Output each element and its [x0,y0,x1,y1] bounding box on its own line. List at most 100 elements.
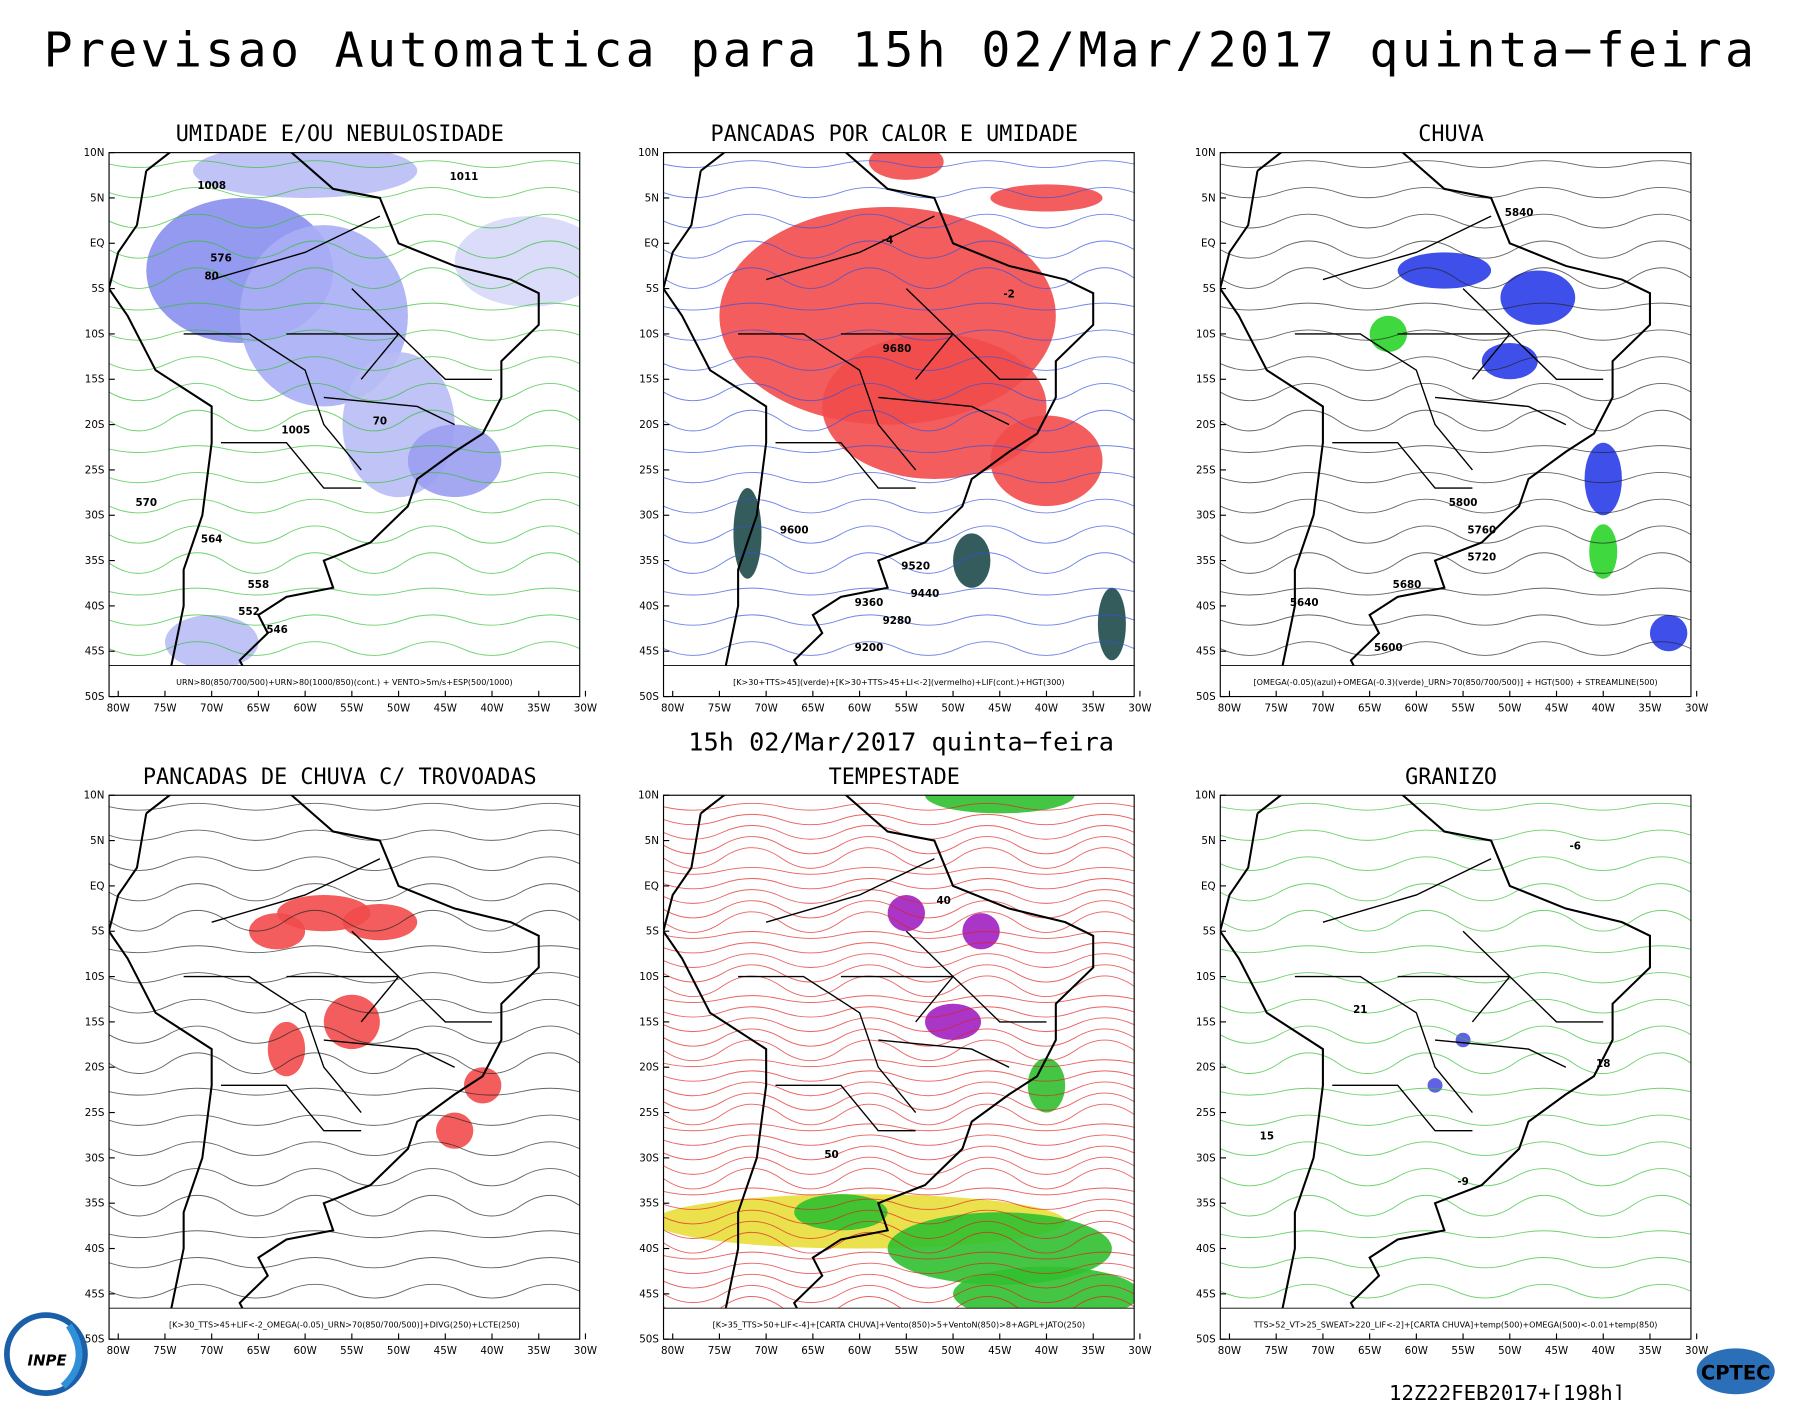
contour-line [1220,1168,1691,1187]
contour-line [109,498,580,514]
contour-label: -2 [1003,289,1014,301]
lon-tick-label: 70W [754,1345,777,1357]
lat-tick-label: 30S [85,510,105,522]
contour-line [1220,383,1691,402]
lon-tick-label: 70W [1311,702,1334,714]
lat-tick-label: 20S [1196,419,1216,431]
shaded-area [193,152,418,198]
map-panel: 18 15 21 -6 -9 TTS>52_VT>25_SWEAT>220_LIF<-2]… [1195,765,1709,1357]
lon-tick-label: 75W [1265,702,1288,714]
border [183,333,362,471]
contour-label: 5680 [1393,579,1422,591]
lon-tick-label: 50W [941,702,964,714]
lon-tick-label: 40W [1592,1345,1615,1357]
map-area: 1008 1011 576 80 70 1005 570 564 558 552 546 [109,152,580,666]
lat-tick-label: 10N [638,147,659,159]
contour-line [1220,267,1691,289]
contour-line [663,1167,1135,1190]
contour-label: 5800 [1449,497,1478,509]
lat-tick-label: 5S [1203,283,1216,295]
shaded-area [342,904,418,941]
contour-line [1220,1052,1691,1074]
contour-line [663,802,1135,811]
lat-tick-label: 15S [85,1016,105,1028]
contour-line [663,213,1135,229]
lat-tick-label: 10N [638,790,659,802]
lat-tick-label: 15S [639,374,659,386]
lon-tick-label: 55W [1451,702,1474,714]
lat-tick-label: 45S [85,646,105,658]
contour-line [663,1123,1135,1132]
contour-line [109,383,580,402]
contour-line [109,356,580,371]
contour-label: 40 [937,895,951,907]
border [221,1084,362,1132]
lat-tick-label: 35S [1196,555,1216,567]
lon-tick-label: 45W [1545,702,1568,714]
lat-tick-label: 20S [85,419,105,431]
map-panel: 40 50 [K>35_TTS>50+LIF<-4]+[CARTA CHUVA]+V… [638,765,1152,1357]
lon-tick-label: 55W [895,702,918,714]
contour-line [1220,641,1691,656]
border [351,930,400,1023]
border [775,1084,916,1132]
contour-line [109,641,580,656]
contour-line [663,1156,1135,1175]
shaded-area [868,152,944,180]
contour-line [663,1081,1135,1097]
lon-tick-label: 65W [247,702,270,714]
lat-tick-label: 50S [1196,691,1216,703]
panel-legend: [K>30_TTS>45+LIF<-2_OMEGA(-0.05)_URN>70(… [169,1321,520,1330]
contour-line [663,964,1135,983]
contour-line [663,1103,1135,1126]
border [1322,858,1492,923]
contour-line [663,1145,1135,1161]
contour-line [109,910,580,932]
contour-line [109,1141,580,1157]
lon-tick-label: 80W [661,1345,684,1357]
contour-line [663,813,1135,826]
contour-line [109,856,580,872]
contour-label: 570 [136,497,158,509]
contour-line [109,329,580,341]
contour-label: 9360 [855,597,884,609]
contour-line [663,1220,1135,1239]
coastline [663,795,1095,1309]
contour-line [1220,160,1691,168]
map-bg [109,795,580,1309]
panel-title: UMIDADE E/OU NEBULOSIDADE [176,122,504,147]
border [1294,975,1473,1113]
contour-line [1220,998,1691,1014]
lat-tick-label: 10S [1196,328,1216,340]
lat-tick-label: 5S [646,283,659,295]
lon-tick-label: 50W [1498,702,1521,714]
shaded-area [454,216,580,307]
border [323,396,455,426]
contour-line [663,240,1135,259]
lat-tick-label: 25S [1196,464,1216,476]
contour-line [663,1059,1135,1068]
contour-line [663,1251,1135,1260]
border [1294,333,1473,471]
panel-legend: [K>30+TTS>45](verde)+[K>30+TTS>45+LI<-2]… [733,678,1064,687]
lat-tick-label: 10S [1196,971,1216,983]
lon-tick-label: 30W [1685,1345,1708,1357]
contour-label: -9 [1457,1176,1468,1188]
lat-tick-label: 5N [1201,192,1215,204]
lat-tick-label: 30S [1196,510,1216,522]
lat-tick-label: 20S [639,1062,659,1074]
panel-legend: URN>80(850/700/500)+URN>80(1000/850)(con… [176,678,512,687]
footer: 12Z22FEB2017+[198h] [1389,1381,1625,1400]
shaded-area [887,1212,1112,1285]
lon-tick-label: 70W [1311,1345,1334,1357]
contour-line [109,1230,580,1239]
contour-line [663,471,1135,484]
lon-tick-label: 55W [1451,1345,1474,1357]
contour-line [663,1262,1135,1274]
shaded-area [1589,524,1618,579]
contour-line [109,587,580,596]
lon-tick-label: 80W [661,702,684,714]
border [221,442,362,489]
